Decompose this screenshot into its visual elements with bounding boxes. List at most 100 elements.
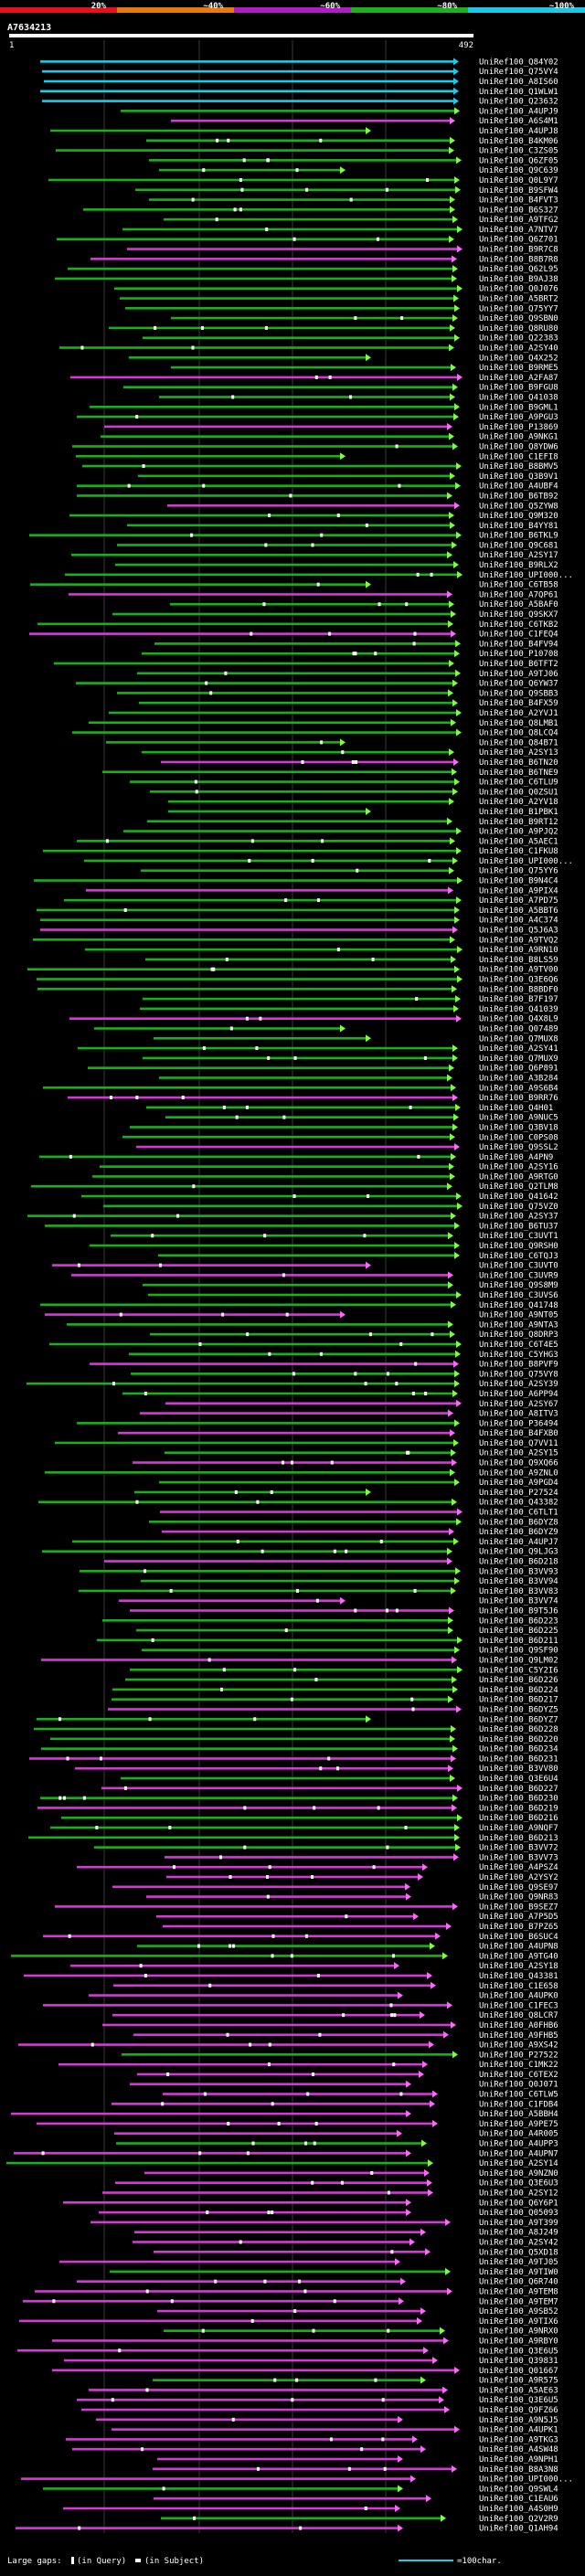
hit-bar[interactable] <box>123 830 456 832</box>
hit-label[interactable]: UniRef100_A9TJ06 <box>479 670 558 679</box>
hit-bar[interactable] <box>77 1865 422 1869</box>
hit-label[interactable]: UniRef100_A9TV00 <box>479 966 558 975</box>
hit-bar[interactable] <box>14 2152 406 2155</box>
hit-bar[interactable] <box>59 346 449 349</box>
hit-bar[interactable] <box>102 1618 448 1622</box>
hit-bar[interactable] <box>50 1826 454 1829</box>
hit-bar[interactable] <box>154 642 455 645</box>
hit-bar[interactable] <box>63 2507 395 2510</box>
hit-label[interactable]: UniRef100_Q9SKX7 <box>479 610 558 620</box>
hit-bar[interactable] <box>100 1165 449 1168</box>
hit-bar[interactable] <box>17 2348 423 2352</box>
hit-label[interactable]: UniRef100_B4KM06 <box>479 137 558 146</box>
hit-bar[interactable] <box>115 2181 427 2185</box>
hit-label[interactable]: UniRef100_Q75VY4 <box>479 68 558 77</box>
hit-label[interactable]: UniRef100_Q9M320 <box>479 512 558 521</box>
hit-label[interactable]: UniRef100_B9RLX2 <box>479 561 558 570</box>
hit-label[interactable]: UniRef100_A0FHB6 <box>479 2021 558 2030</box>
hit-label[interactable]: UniRef100_B9AJ38 <box>479 275 558 284</box>
hit-label[interactable]: UniRef100_Q9SF90 <box>479 1647 558 1656</box>
hit-bar[interactable] <box>37 978 457 981</box>
hit-label[interactable]: UniRef100_B9T5J6 <box>479 1606 558 1616</box>
hit-label[interactable]: UniRef100_Q7MUX8 <box>479 1034 558 1044</box>
hit-bar[interactable] <box>40 1797 452 1799</box>
hit-bar[interactable] <box>117 544 452 546</box>
hit-bar[interactable] <box>102 2191 428 2194</box>
hit-label[interactable]: UniRef100_A9RN10 <box>479 946 558 955</box>
hit-label[interactable]: UniRef100_Q3E6U5 <box>479 2396 558 2405</box>
hit-bar[interactable] <box>27 1214 451 1217</box>
hit-bar[interactable] <box>89 2389 442 2391</box>
hit-label[interactable]: UniRef100_B6D225 <box>479 1627 558 1636</box>
hit-bar[interactable] <box>49 1342 456 1346</box>
hit-bar[interactable] <box>80 1570 455 1573</box>
hit-bar[interactable] <box>52 1264 366 1267</box>
hit-bar[interactable] <box>119 1599 340 1603</box>
hit-bar[interactable] <box>122 228 457 231</box>
hit-bar[interactable] <box>106 741 340 744</box>
hit-bar[interactable] <box>153 2379 420 2381</box>
hit-label[interactable]: UniRef100_Q7VV11 <box>479 1439 558 1448</box>
hit-label[interactable]: UniRef100_B4FXB0 <box>479 1429 558 1438</box>
hit-label[interactable]: UniRef100_B3VV93 <box>479 1567 558 1576</box>
hit-bar[interactable] <box>165 1116 453 1118</box>
hit-bar[interactable] <box>55 277 452 281</box>
hit-label[interactable]: UniRef100_A2FA87 <box>479 374 558 383</box>
hit-label[interactable]: UniRef100_A4S0H9 <box>479 2505 558 2514</box>
hit-bar[interactable] <box>145 958 451 961</box>
hit-label[interactable]: UniRef100_Q8LMB1 <box>479 719 558 728</box>
hit-bar[interactable] <box>56 149 449 152</box>
hit-bar[interactable] <box>71 553 447 557</box>
hit-label[interactable]: UniRef100_Q8LCQ4 <box>479 729 558 738</box>
hit-bar[interactable] <box>75 1766 448 1770</box>
hit-bar[interactable] <box>69 593 447 596</box>
hit-bar[interactable] <box>167 504 454 507</box>
hit-bar[interactable] <box>166 1875 418 1879</box>
hit-bar[interactable] <box>78 1046 452 1050</box>
hit-bar[interactable] <box>157 2309 420 2313</box>
hit-label[interactable]: UniRef100_A4C374 <box>479 917 558 926</box>
hit-label[interactable]: UniRef100_B6D216 <box>479 1814 558 1823</box>
hit-label[interactable]: UniRef100_Q9LM02 <box>479 1656 558 1665</box>
hit-label[interactable]: UniRef100_A6PP94 <box>479 1390 558 1399</box>
hit-bar[interactable] <box>142 750 449 754</box>
hit-bar[interactable] <box>159 168 340 172</box>
hit-bar[interactable] <box>154 1036 366 1040</box>
hit-bar[interactable] <box>72 445 452 448</box>
hit-bar[interactable] <box>41 1659 452 1661</box>
hit-bar[interactable] <box>104 1560 447 1563</box>
hit-label[interactable]: UniRef100_B1PBK1 <box>479 808 558 817</box>
hit-bar[interactable] <box>116 2142 421 2145</box>
hit-bar[interactable] <box>117 692 448 694</box>
hit-bar[interactable] <box>29 1757 451 1760</box>
hit-bar[interactable] <box>118 1431 450 1435</box>
hit-bar[interactable] <box>154 2496 426 2500</box>
hit-label[interactable]: UniRef100_B4FV94 <box>479 640 558 649</box>
hit-label[interactable]: UniRef100_P13869 <box>479 423 558 432</box>
hit-label[interactable]: UniRef100_C1FEC3 <box>479 2001 558 2010</box>
hit-bar[interactable] <box>120 297 453 300</box>
hit-label[interactable]: UniRef100_C1E658 <box>479 1982 558 1991</box>
hit-label[interactable]: UniRef100_C6TLW5 <box>479 2091 558 2100</box>
hit-label[interactable]: UniRef100_A6S4M1 <box>479 117 558 126</box>
hit-bar[interactable] <box>59 2260 395 2263</box>
hit-label[interactable]: UniRef100_Q8RU80 <box>479 324 558 334</box>
hit-bar[interactable] <box>125 307 454 310</box>
hit-bar[interactable] <box>122 1135 450 1139</box>
hit-bar[interactable] <box>112 1688 452 1691</box>
hit-label[interactable]: UniRef100_A9FHB5 <box>479 2031 558 2041</box>
hit-label[interactable]: UniRef100_A2YSY2 <box>479 1873 558 1882</box>
hit-label[interactable]: UniRef100_C6TLU9 <box>479 779 558 788</box>
hit-bar[interactable] <box>77 494 447 497</box>
hit-label[interactable]: UniRef100_A4R005 <box>479 2130 558 2139</box>
hit-label[interactable]: UniRef100_B7F197 <box>479 995 558 1004</box>
hit-label[interactable]: UniRef100_B6D228 <box>479 1725 558 1734</box>
hit-bar[interactable] <box>137 672 455 675</box>
hit-bar[interactable] <box>34 1727 451 1731</box>
hit-label[interactable]: UniRef100_B9GML1 <box>479 403 558 412</box>
hit-bar[interactable] <box>21 2477 410 2480</box>
hit-bar[interactable] <box>94 1027 340 1030</box>
hit-label[interactable]: UniRef100_A9TIX6 <box>479 2317 558 2327</box>
hit-label[interactable]: UniRef100_B8LS59 <box>479 956 558 965</box>
hit-label[interactable]: UniRef100_Q4X252 <box>479 354 558 363</box>
